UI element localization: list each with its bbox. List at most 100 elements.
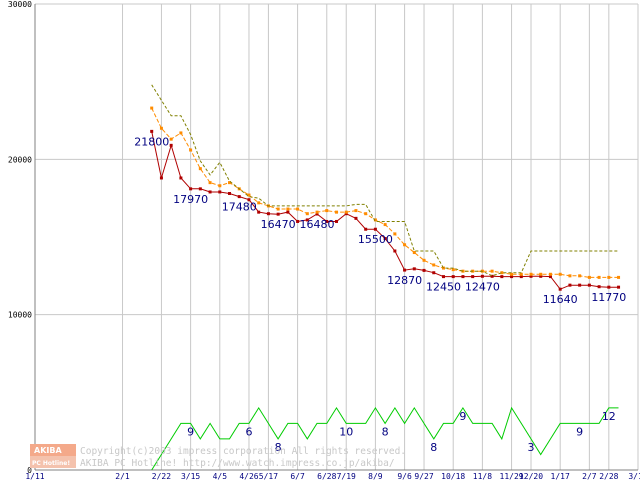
data-point-average — [305, 212, 309, 216]
count-label: 8 — [382, 425, 389, 438]
x-tick-label: 11/8 — [473, 472, 492, 480]
x-tick-label: 10/18 — [441, 472, 465, 480]
data-point-low — [490, 274, 494, 278]
count-label: 9 — [187, 425, 194, 438]
data-point-average — [159, 126, 163, 130]
data-point-low — [617, 285, 621, 289]
count-label: 8 — [275, 441, 282, 454]
data-point-low — [296, 219, 300, 223]
x-tick-label: 2/28 — [599, 472, 618, 480]
data-point-average — [597, 275, 601, 279]
data-point-low — [373, 227, 377, 231]
data-point-low — [315, 212, 319, 216]
series-line-shop-count — [151, 406, 619, 471]
data-point-low — [393, 249, 397, 253]
grid — [34, 3, 639, 471]
x-tick-label: 1/11 — [25, 472, 44, 480]
logo-badge-bottom — [30, 456, 76, 468]
data-label: 15500 — [358, 233, 393, 246]
x-tick-label: 2/7 — [582, 472, 597, 480]
data-point-low — [179, 176, 183, 180]
data-point-average — [169, 137, 173, 141]
data-label: 21800 — [134, 135, 169, 148]
data-point-low — [150, 129, 154, 133]
x-tick-label: 5/17 — [259, 472, 278, 480]
data-point-average — [412, 251, 416, 255]
y-tick-label: 20000 — [8, 155, 32, 164]
data-point-average — [510, 272, 514, 276]
data-point-average — [403, 243, 407, 247]
x-tick-label: 1/17 — [551, 472, 570, 480]
data-point-low — [237, 195, 241, 199]
data-point-low — [218, 190, 222, 194]
data-point-low — [587, 283, 591, 287]
x-tick-label: 6/28 — [317, 472, 336, 480]
data-labels: 21800 17970 17480 16470 16480 15500 12870 12450… — [134, 135, 626, 454]
data-point-average — [558, 272, 562, 276]
data-point-average — [500, 271, 504, 275]
data-point-average — [218, 184, 222, 188]
data-point-low — [335, 219, 338, 223]
data-point-average — [617, 275, 621, 279]
x-tick-label: 11/29 — [500, 472, 524, 480]
data-point-average — [296, 207, 300, 211]
data-point-average — [373, 218, 377, 222]
data-point-average — [257, 201, 261, 205]
series-line-high — [151, 84, 619, 277]
data-label: 17970 — [173, 193, 208, 206]
x-tick-label: 6/7 — [290, 472, 305, 480]
x-tick-label: 2/1 — [115, 472, 130, 480]
data-point-average — [539, 272, 543, 276]
count-label: 3 — [528, 441, 535, 454]
data-point-low — [305, 218, 309, 222]
data-point-average — [325, 209, 329, 213]
data-point-average — [548, 272, 552, 276]
data-point-average — [364, 212, 368, 216]
data-point-average — [150, 106, 154, 110]
data-point-low — [208, 190, 212, 194]
data-label: 11770 — [591, 291, 626, 304]
count-label: 10 — [339, 425, 353, 438]
data-point-low — [558, 287, 562, 291]
x-tick-label: 7/19 — [337, 472, 356, 480]
data-point-average — [179, 131, 183, 135]
data-point-average — [276, 207, 280, 211]
data-point-average — [286, 207, 290, 211]
data-label: 17480 — [222, 201, 257, 214]
data-point-low — [344, 212, 348, 216]
y-tick-label: 0 — [27, 466, 32, 475]
data-point-average — [451, 268, 455, 272]
data-point-average — [587, 275, 591, 279]
x-tick-label: 3/13 — [628, 472, 640, 480]
data-point-average — [432, 263, 436, 267]
data-point-low — [471, 275, 475, 279]
data-point-average — [519, 272, 523, 276]
data-point-average — [198, 167, 202, 171]
data-point-average — [228, 181, 232, 185]
data-point-low — [432, 271, 436, 275]
data-label: 12870 — [387, 274, 422, 287]
logo-text-top: AKIBA — [34, 446, 62, 455]
data-point-low — [189, 187, 193, 191]
x-tick-label: 3/15 — [181, 472, 200, 480]
plot-area — [35, 4, 638, 470]
data-label: 16470 — [261, 218, 296, 231]
data-point-low — [568, 283, 572, 287]
data-point-low — [286, 210, 290, 214]
x-tick-label: 8/9 — [368, 472, 383, 480]
count-label: 6 — [245, 425, 252, 438]
logo-badge — [30, 444, 76, 456]
x-tick-label: 4/5 — [213, 472, 228, 480]
series-layer — [150, 84, 621, 471]
data-point-average — [578, 274, 582, 278]
data-label: 16480 — [300, 218, 335, 231]
data-point-average — [529, 272, 533, 276]
data-point-low — [247, 198, 251, 202]
data-point-low — [266, 212, 270, 216]
count-label: 12 — [602, 410, 616, 423]
data-point-low — [159, 176, 163, 180]
x-tick-label: 12/20 — [519, 472, 543, 480]
data-point-average — [422, 258, 426, 262]
data-point-low — [539, 274, 543, 278]
